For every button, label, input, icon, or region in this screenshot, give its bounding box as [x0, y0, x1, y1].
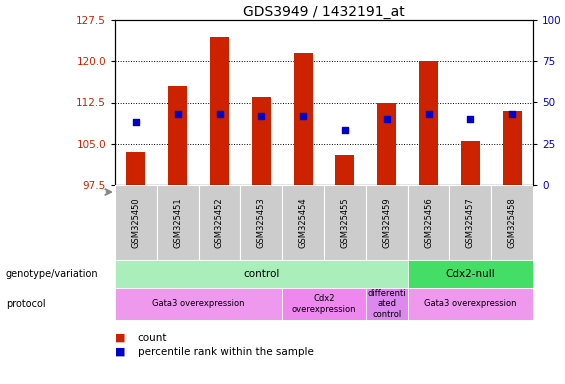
Bar [377, 103, 396, 185]
Text: GSM325458: GSM325458 [507, 197, 516, 248]
Text: Cdx2-null: Cdx2-null [445, 269, 495, 279]
Bar [491, 185, 533, 260]
Bar [115, 185, 157, 260]
Bar [282, 185, 324, 260]
Text: Cdx2
overexpression: Cdx2 overexpression [292, 294, 357, 314]
Point [173, 111, 182, 117]
Text: ■: ■ [115, 333, 125, 343]
Point [257, 113, 266, 119]
Bar [127, 152, 145, 185]
Text: percentile rank within the sample: percentile rank within the sample [138, 347, 314, 357]
Bar [366, 185, 407, 260]
Title: GDS3949 / 1432191_at: GDS3949 / 1432191_at [243, 5, 405, 19]
Text: count: count [138, 333, 167, 343]
Text: GSM325457: GSM325457 [466, 197, 475, 248]
Text: GSM325459: GSM325459 [382, 197, 391, 248]
Bar [252, 97, 271, 185]
Bar [407, 288, 533, 320]
Point [507, 111, 516, 117]
Bar [240, 185, 282, 260]
Bar [324, 185, 366, 260]
Text: GSM325456: GSM325456 [424, 197, 433, 248]
Bar [407, 260, 533, 288]
Bar [407, 185, 449, 260]
Text: Gata3 overexpression: Gata3 overexpression [153, 300, 245, 308]
Text: GSM325451: GSM325451 [173, 197, 182, 248]
Text: GSM325455: GSM325455 [340, 197, 349, 248]
Bar [294, 53, 312, 185]
Text: genotype/variation: genotype/variation [6, 269, 98, 279]
Text: GSM325450: GSM325450 [132, 197, 140, 248]
Bar [449, 185, 491, 260]
Text: control: control [243, 269, 280, 279]
Bar [157, 185, 199, 260]
Point [466, 116, 475, 122]
Point [340, 127, 349, 133]
Bar [336, 155, 354, 185]
Point [215, 111, 224, 117]
Bar [282, 288, 366, 320]
Bar [461, 141, 480, 185]
Bar [199, 185, 240, 260]
Text: GSM325452: GSM325452 [215, 197, 224, 248]
Bar [115, 260, 407, 288]
Bar [115, 288, 282, 320]
Point [298, 113, 307, 119]
Bar [503, 111, 521, 185]
Text: GSM325453: GSM325453 [257, 197, 266, 248]
Point [382, 116, 391, 122]
Bar [419, 61, 438, 185]
Text: differenti
ated
control: differenti ated control [367, 289, 406, 319]
Bar [366, 288, 407, 320]
Text: Gata3 overexpression: Gata3 overexpression [424, 300, 516, 308]
Text: ■: ■ [115, 347, 125, 357]
Text: GSM325454: GSM325454 [298, 197, 307, 248]
Bar [168, 86, 187, 185]
Text: protocol: protocol [6, 299, 45, 309]
Bar [210, 36, 229, 185]
Point [424, 111, 433, 117]
Point [132, 119, 141, 125]
